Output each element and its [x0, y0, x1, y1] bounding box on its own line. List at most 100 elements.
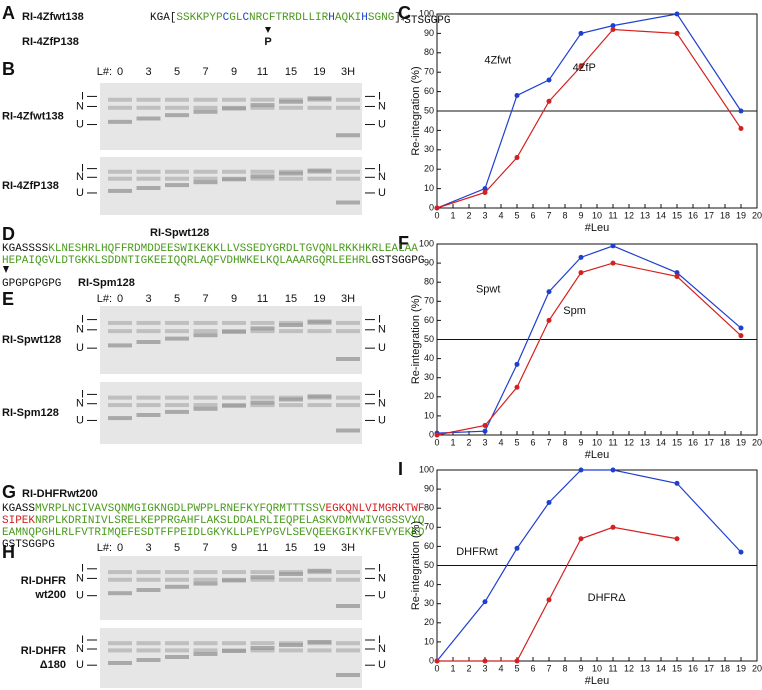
x-tick-label: 7: [546, 663, 551, 673]
band-label: U: [76, 659, 84, 671]
lane-label: 3H: [341, 66, 355, 78]
gel-band: [222, 329, 246, 334]
gel-band: [250, 646, 275, 650]
row-label: RI-4Zfwt138: [2, 110, 64, 122]
y-axis-label: Re-integration (%): [410, 521, 422, 610]
lane-label: 19: [313, 66, 325, 78]
panel-letter: E: [2, 289, 14, 309]
x-tick-label: 0: [434, 663, 439, 673]
gel-band: [222, 395, 246, 400]
gel-band: [193, 570, 218, 575]
lane-label: 7: [202, 293, 208, 305]
gel-band: [336, 133, 360, 138]
x-axis-label: #Leu: [585, 675, 609, 687]
lane-label: 5: [174, 293, 180, 305]
x-tick-label: 2: [466, 210, 471, 220]
row-label: RI-Spm128: [2, 407, 59, 419]
band-label: I: [81, 563, 84, 575]
construct-label: RI-Spm128: [78, 277, 135, 289]
gel-band: [108, 119, 132, 124]
gel-band: [222, 403, 246, 408]
gel-band: [222, 570, 246, 575]
band-label: U: [76, 590, 84, 602]
y-tick-label: 70: [424, 522, 434, 532]
y-tick-label: 40: [424, 353, 434, 363]
x-tick-label: 18: [720, 663, 730, 673]
x-tick-label: 6: [530, 663, 535, 673]
data-point: [578, 467, 584, 473]
sequence-segment: C: [223, 12, 230, 24]
band-label: N: [378, 572, 386, 584]
gel-band: [250, 169, 275, 174]
mutation: P: [264, 36, 271, 48]
data-point: [578, 270, 584, 276]
gel-band: [307, 568, 332, 573]
x-tick-label: 15: [672, 210, 682, 220]
sequence-segment: KGA[: [150, 12, 176, 24]
gel-band: [108, 320, 132, 325]
series-label: DHFRwt: [456, 546, 498, 558]
y-tick-label: 40: [424, 579, 434, 589]
gel-band: [250, 97, 275, 102]
gel-band: [336, 357, 360, 361]
lane-header: L#:: [97, 542, 112, 554]
lane-label: 5: [174, 66, 180, 78]
data-point: [514, 361, 520, 367]
lane-label: 15: [285, 542, 297, 554]
gel-band: [279, 648, 303, 653]
lane-label: 11: [257, 66, 268, 78]
gel-band: [250, 329, 275, 334]
y-tick-label: 50: [424, 334, 434, 344]
gel-band: [250, 174, 275, 179]
band-label: I: [378, 388, 381, 400]
gel-band: [193, 648, 218, 653]
y-tick-label: 100: [419, 8, 434, 18]
lane-label: 3: [145, 293, 151, 305]
gel-band: [336, 673, 360, 677]
lane-label: 0: [117, 542, 123, 554]
gel-band: [250, 403, 275, 408]
band-label: U: [76, 414, 84, 426]
lane-label: 9: [231, 293, 237, 305]
gel-band: [193, 403, 218, 408]
gel-band: [165, 329, 189, 334]
gel-band: [136, 105, 161, 110]
gel-band: [336, 200, 360, 205]
x-tick-label: 1: [450, 210, 455, 220]
gel-band: [307, 403, 332, 408]
band-label: U: [378, 659, 386, 671]
band-label: U: [378, 590, 386, 602]
gel-band: [336, 641, 360, 646]
gel-band: [136, 648, 161, 653]
x-tick-label: 8: [562, 210, 567, 220]
lane-label: 11: [257, 293, 268, 305]
gel-band: [193, 333, 218, 338]
data-point: [578, 536, 584, 542]
row-label: wt200: [34, 589, 66, 601]
data-point: [546, 597, 552, 603]
data-point: [546, 499, 552, 505]
gel-band: [108, 591, 132, 596]
series-label: 4ZfP: [573, 62, 596, 74]
gel-band: [108, 343, 132, 348]
series-label: Spwt: [476, 284, 500, 296]
x-tick-label: 3: [482, 663, 487, 673]
x-tick-label: 18: [720, 437, 730, 447]
gel-band: [250, 648, 275, 653]
lane-header: L#:: [97, 293, 112, 305]
gel-band: [336, 403, 360, 408]
x-tick-label: 13: [640, 437, 650, 447]
lane-label: 7: [202, 66, 208, 78]
gel-band: [136, 320, 161, 325]
data-point: [738, 108, 744, 114]
y-tick-label: 60: [424, 86, 434, 96]
data-point: [514, 92, 520, 98]
gel-band: [222, 97, 246, 102]
band-label: N: [378, 171, 386, 183]
x-tick-label: 5: [514, 437, 519, 447]
gel-band: [279, 572, 303, 576]
x-tick-label: 20: [752, 437, 762, 447]
gel-band: [165, 577, 189, 582]
gel-band: [165, 105, 189, 110]
gel-band: [108, 416, 132, 421]
